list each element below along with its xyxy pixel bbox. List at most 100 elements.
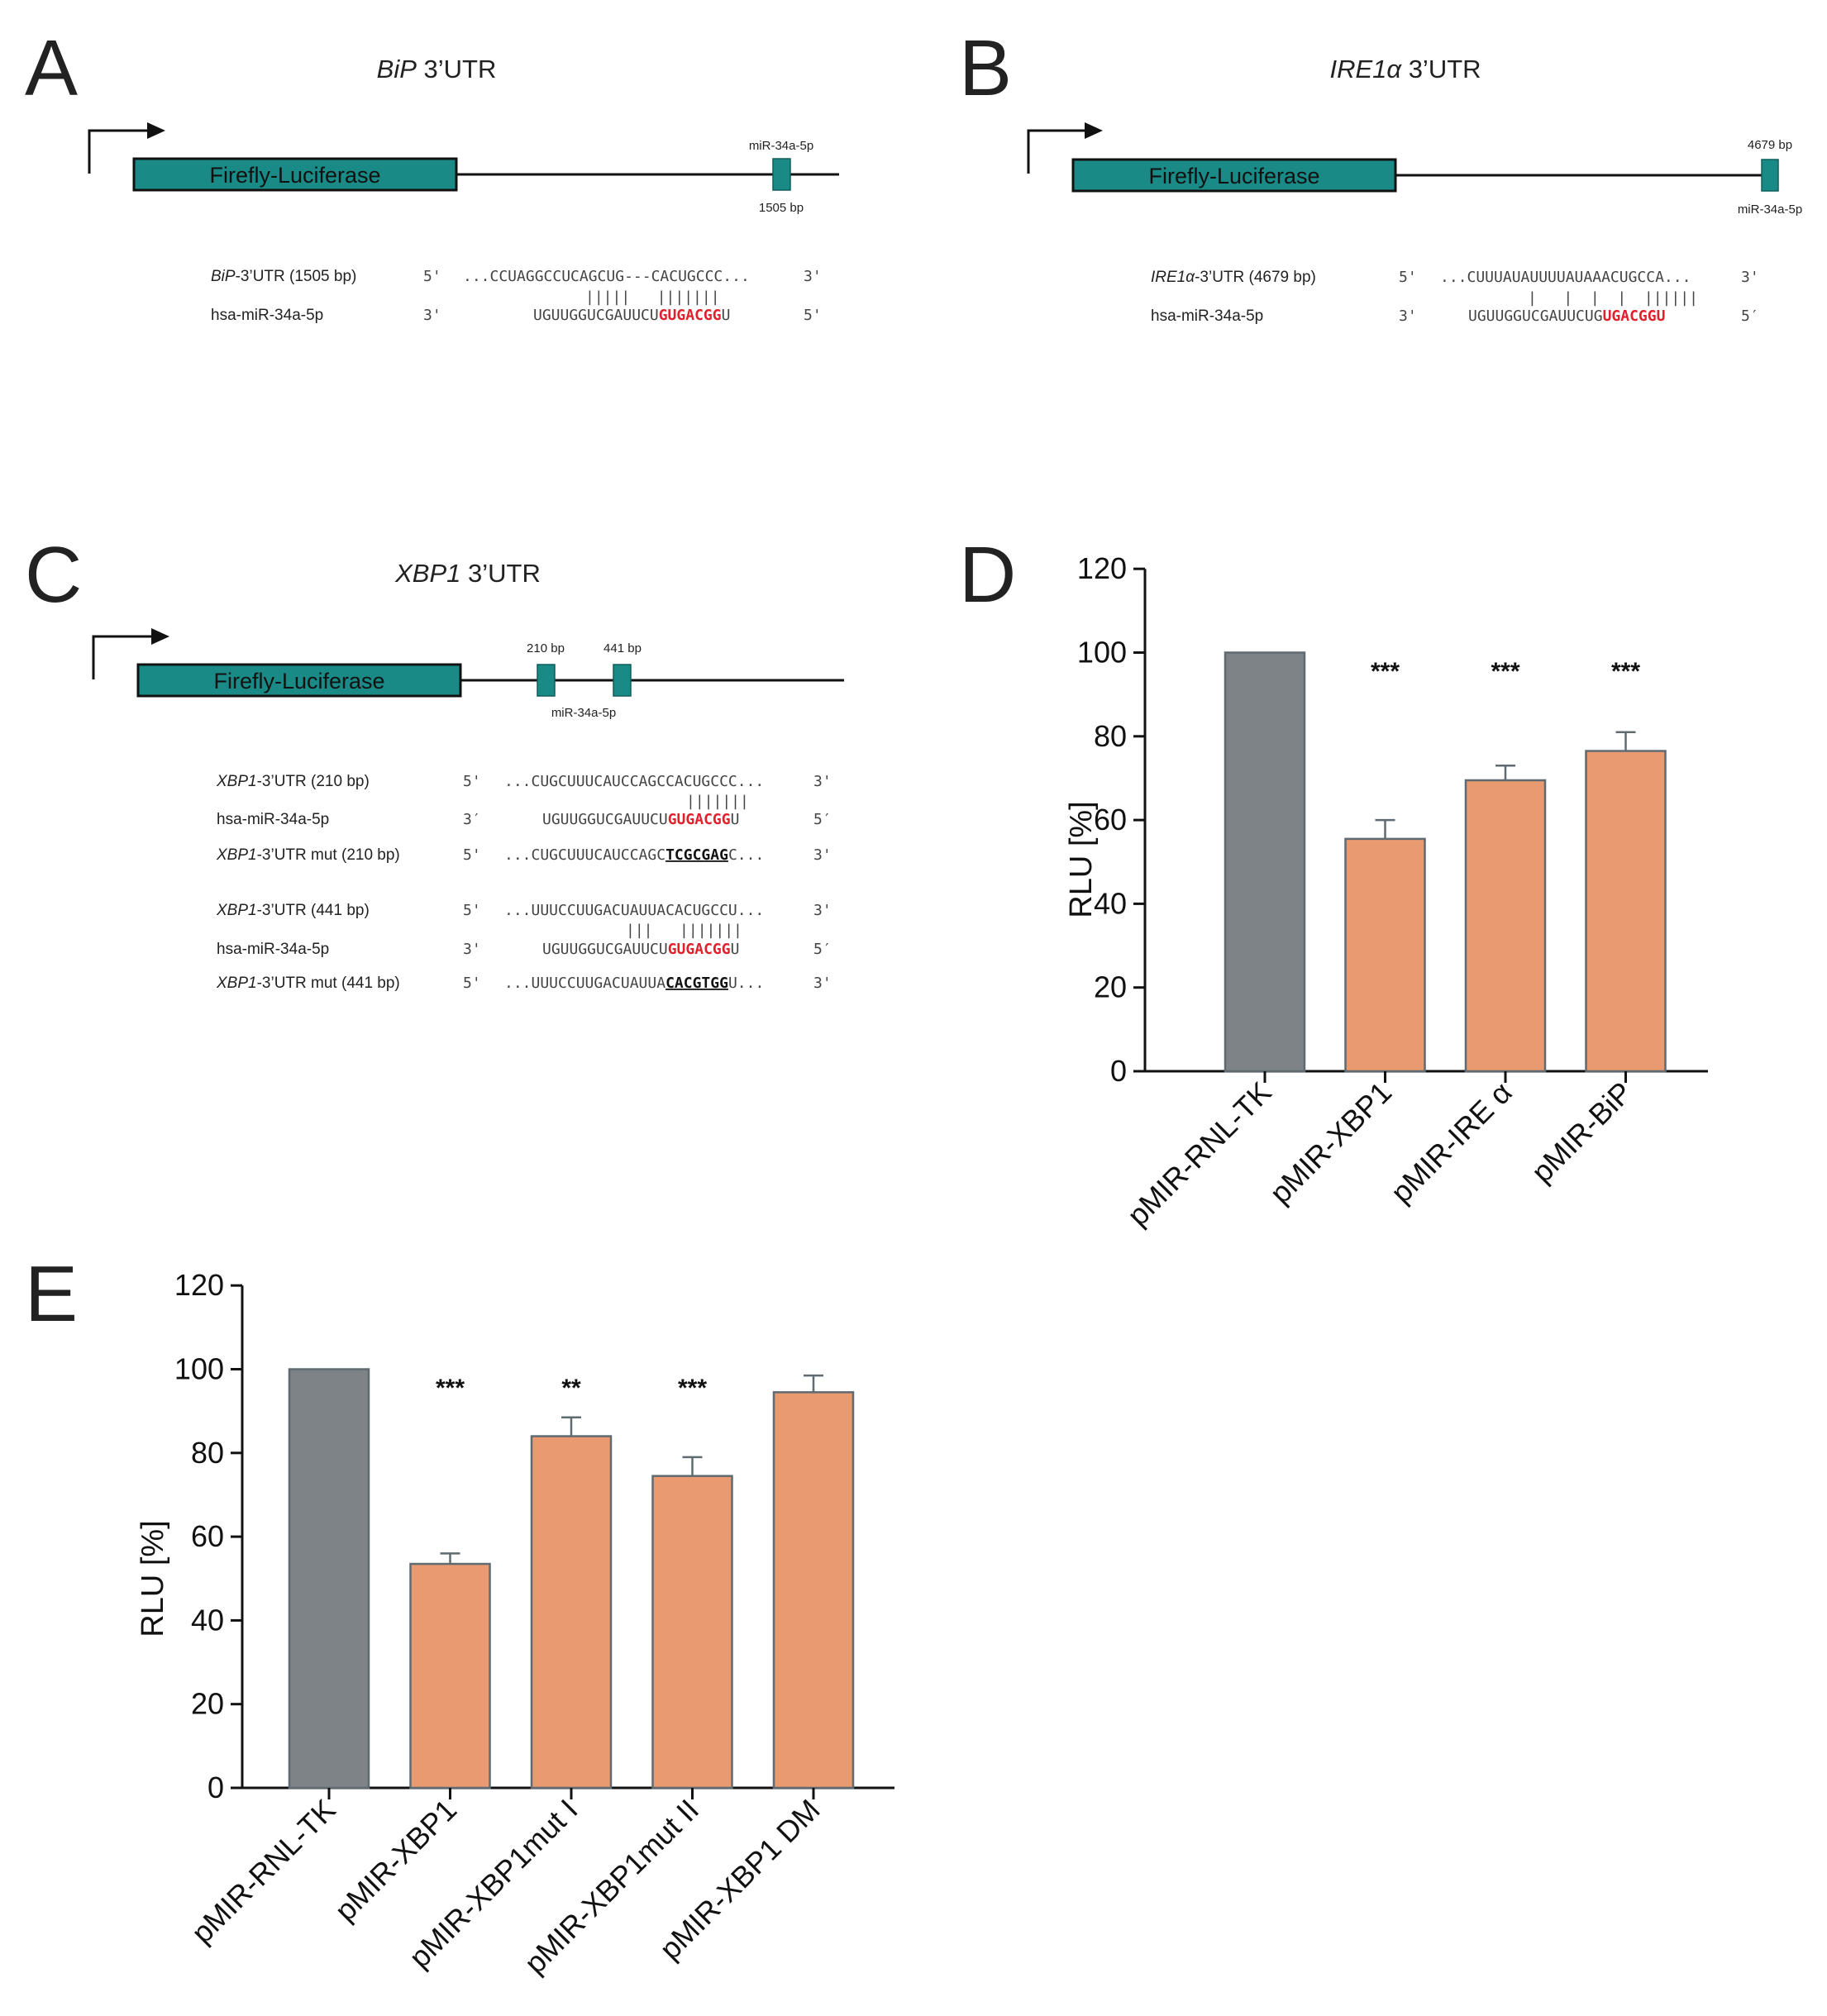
bar-pmir-xbp1mut-ii [651, 1475, 733, 1790]
utr-row-label-gene: BiP [211, 268, 236, 285]
x-tick-label: pMIR-IRE α [1384, 1075, 1519, 1210]
x-tick-label: pMIR-XBP1 [1263, 1075, 1398, 1210]
significance-label: *** [678, 1375, 707, 1402]
panel-a-title-rest: 3’UTR [417, 55, 496, 83]
utr-mut-210-seq-tail: C... [728, 846, 764, 864]
promoter-arrowhead-icon [151, 628, 169, 645]
x-tick-label: pMIR-XBP1 [328, 1793, 463, 1928]
mir-210-sequence: UGUUGGUCGAUUCUGUGACGGU [542, 811, 739, 828]
mir-210-end-5: 5′ [813, 811, 832, 828]
utr-441-sequence: ...UUUCCUUGACUAUUACACUGCCU... [504, 902, 764, 919]
luciferase-label: Firefly-Luciferase [209, 163, 380, 188]
luciferase-box [136, 663, 462, 698]
significance-label: *** [1371, 658, 1400, 685]
utr-end-3: 3' [804, 268, 822, 285]
mir-site-bp-label: 1505 bp [759, 201, 804, 215]
luciferase-label: Firefly-Luciferase [213, 669, 384, 693]
bar-pmir-bip [1585, 750, 1667, 1073]
panel-b-title-rest: 3’UTR [1401, 55, 1481, 83]
mir-seed: UGACGGU [1603, 307, 1666, 325]
utr-210-label-rest: -3’UTR (210 bp) [257, 773, 370, 790]
mir-441-seed: GUGACGG [668, 941, 731, 958]
significance-label: ** [561, 1375, 581, 1402]
mir-end-5: 5′ [1741, 307, 1759, 325]
panel-c-title-rest: 3’UTR [460, 559, 540, 588]
y-tick-label: 120 [1077, 551, 1127, 585]
utr-210-label-gene: XBP1 [216, 773, 257, 790]
mir-441-seq-plain: UGUUGGUCGAUUCU [542, 941, 668, 958]
utr-mut-441-label-gene: XBP1 [216, 975, 257, 992]
significance-label: *** [436, 1375, 465, 1402]
utr-441-label-gene: XBP1 [216, 902, 257, 919]
mir-end-3: 3' [1399, 307, 1417, 325]
y-tick-label: 80 [1094, 719, 1127, 753]
mir-site-210-label: 210 bp [527, 641, 565, 655]
mir-seq-tail: U [722, 307, 731, 324]
chart-e: 0 20 40 60 80 100 120 RLU [%] pMIR-RNL-TKpMIR-XB… [136, 1268, 894, 1980]
mir-210-end-3: 3′ [463, 811, 481, 828]
mir-end-5: 5' [804, 307, 822, 324]
mir-210-seq-tail: U [731, 811, 740, 828]
utr-210-sequence: ...CUGCUUUCAUCCAGCCACUGCCC... [504, 773, 764, 790]
panel-letter-c: C [25, 531, 82, 619]
significance-label: *** [1491, 658, 1519, 685]
promoter-arrow-icon [92, 635, 153, 679]
base-pairs-441: ||| ||||||| [626, 922, 742, 939]
mir-site-box [1761, 159, 1779, 192]
promoter-arrowhead-icon [147, 122, 165, 139]
y-tick-label: 100 [174, 1352, 224, 1386]
panel-letter-e: E [25, 1250, 78, 1338]
utr-mut-441-seq-tail: U... [728, 975, 764, 992]
utr-mut-210-label-gene: XBP1 [216, 846, 257, 864]
mir-end-3: 3' [423, 307, 441, 324]
utr-mut-441-mutation: CACGTGG [665, 975, 728, 992]
panel-b-title-gene: IRE1α [1329, 55, 1402, 83]
y-axis-label: RLU [%] [136, 1520, 170, 1637]
panel-letter-a: A [25, 24, 78, 112]
utr-210-end-3: 3' [813, 773, 832, 790]
y-tick-label: 0 [208, 1771, 224, 1804]
utr-210-row-label: XBP1-3’UTR (210 bp) [216, 773, 370, 790]
y-tick-label: 40 [1094, 886, 1127, 920]
mir-row-label-210: hsa-miR-34a-5p [217, 811, 329, 828]
utr-mut-210-sequence: ...CUGCUUUCAUCCAGCTCGCGAGC... [504, 846, 764, 864]
utr-mut-210-row-label: XBP1-3’UTR mut (210 bp) [216, 846, 400, 864]
mir-site-441-label: 441 bp [603, 641, 642, 655]
utr-mut-210-end-3: 3' [813, 846, 832, 864]
mir-site-bottom-label: miR-34a-5p [551, 706, 616, 720]
panel-c-title: XBP1 3’UTR [394, 559, 541, 588]
panel-letter-d: D [959, 531, 1016, 619]
panel-letter-b: B [959, 24, 1012, 112]
utr-row-label-rest: -3’UTR (1505 bp) [236, 268, 357, 285]
utr-mut-210-mutation: TCGCGAG [665, 846, 728, 864]
mir-sequence: UGUUGGUCGAUUCUGUGACGGU [533, 307, 730, 324]
mir-441-sequence: UGUUGGUCGAUUCUGUGACGGU [542, 941, 739, 958]
luciferase-label: Firefly-Luciferase [1148, 164, 1319, 188]
utr-end-5: 5' [423, 268, 441, 285]
utr-mut-441-end-5: 5' [463, 975, 481, 992]
utr-mut-441-sequence: ...UUUCCUUGACUAUUACACGTGGU... [504, 975, 764, 992]
promoter-arrow-icon [1027, 129, 1086, 174]
mir-row-label: hsa-miR-34a-5p [1151, 307, 1263, 325]
utr-441-end-5: 5' [463, 902, 481, 919]
panel-a: A BiP 3’UTR Firefly-Luciferase miR-34a-5… [25, 24, 839, 324]
y-tick-label: 120 [174, 1268, 224, 1302]
y-tick-label: 40 [191, 1603, 224, 1637]
panel-e: E 0 20 40 60 80 100 120 RLU [%] pMIR-RNL-TKpMIR-… [25, 1250, 894, 1980]
mir-site-box-210 [537, 664, 556, 697]
utr-210-end-5: 5' [463, 773, 481, 790]
mir-seed: GUGACGG [659, 307, 722, 324]
panel-b: B IRE1α 3’UTR Firefly-Luciferase 4679 bp… [959, 24, 1802, 325]
bar-pmir-xbp1 [1344, 837, 1426, 1073]
chart-d: 0 20 40 60 80 100 120 RLU [%] pMIR-RNL-TKpMIR-XB… [1064, 551, 1708, 1232]
utr-mut-210-label-rest: -3’UTR mut (210 bp) [257, 846, 400, 864]
bar-pmir-xbp1-dm [772, 1391, 855, 1790]
bar-pmir-rnl-tk [1224, 651, 1306, 1073]
mir-site-box [772, 158, 791, 191]
y-tick-label: 60 [1094, 803, 1127, 836]
base-pairs: ||||| ||||||| [585, 288, 720, 306]
mir-sequence: UGUUGGUCGAUUCUGUGACGGU [1468, 307, 1665, 325]
mir-441-seq-tail: U [731, 941, 740, 958]
y-tick-label: 60 [191, 1519, 224, 1553]
bar-pmir-xbp1 [409, 1562, 491, 1790]
